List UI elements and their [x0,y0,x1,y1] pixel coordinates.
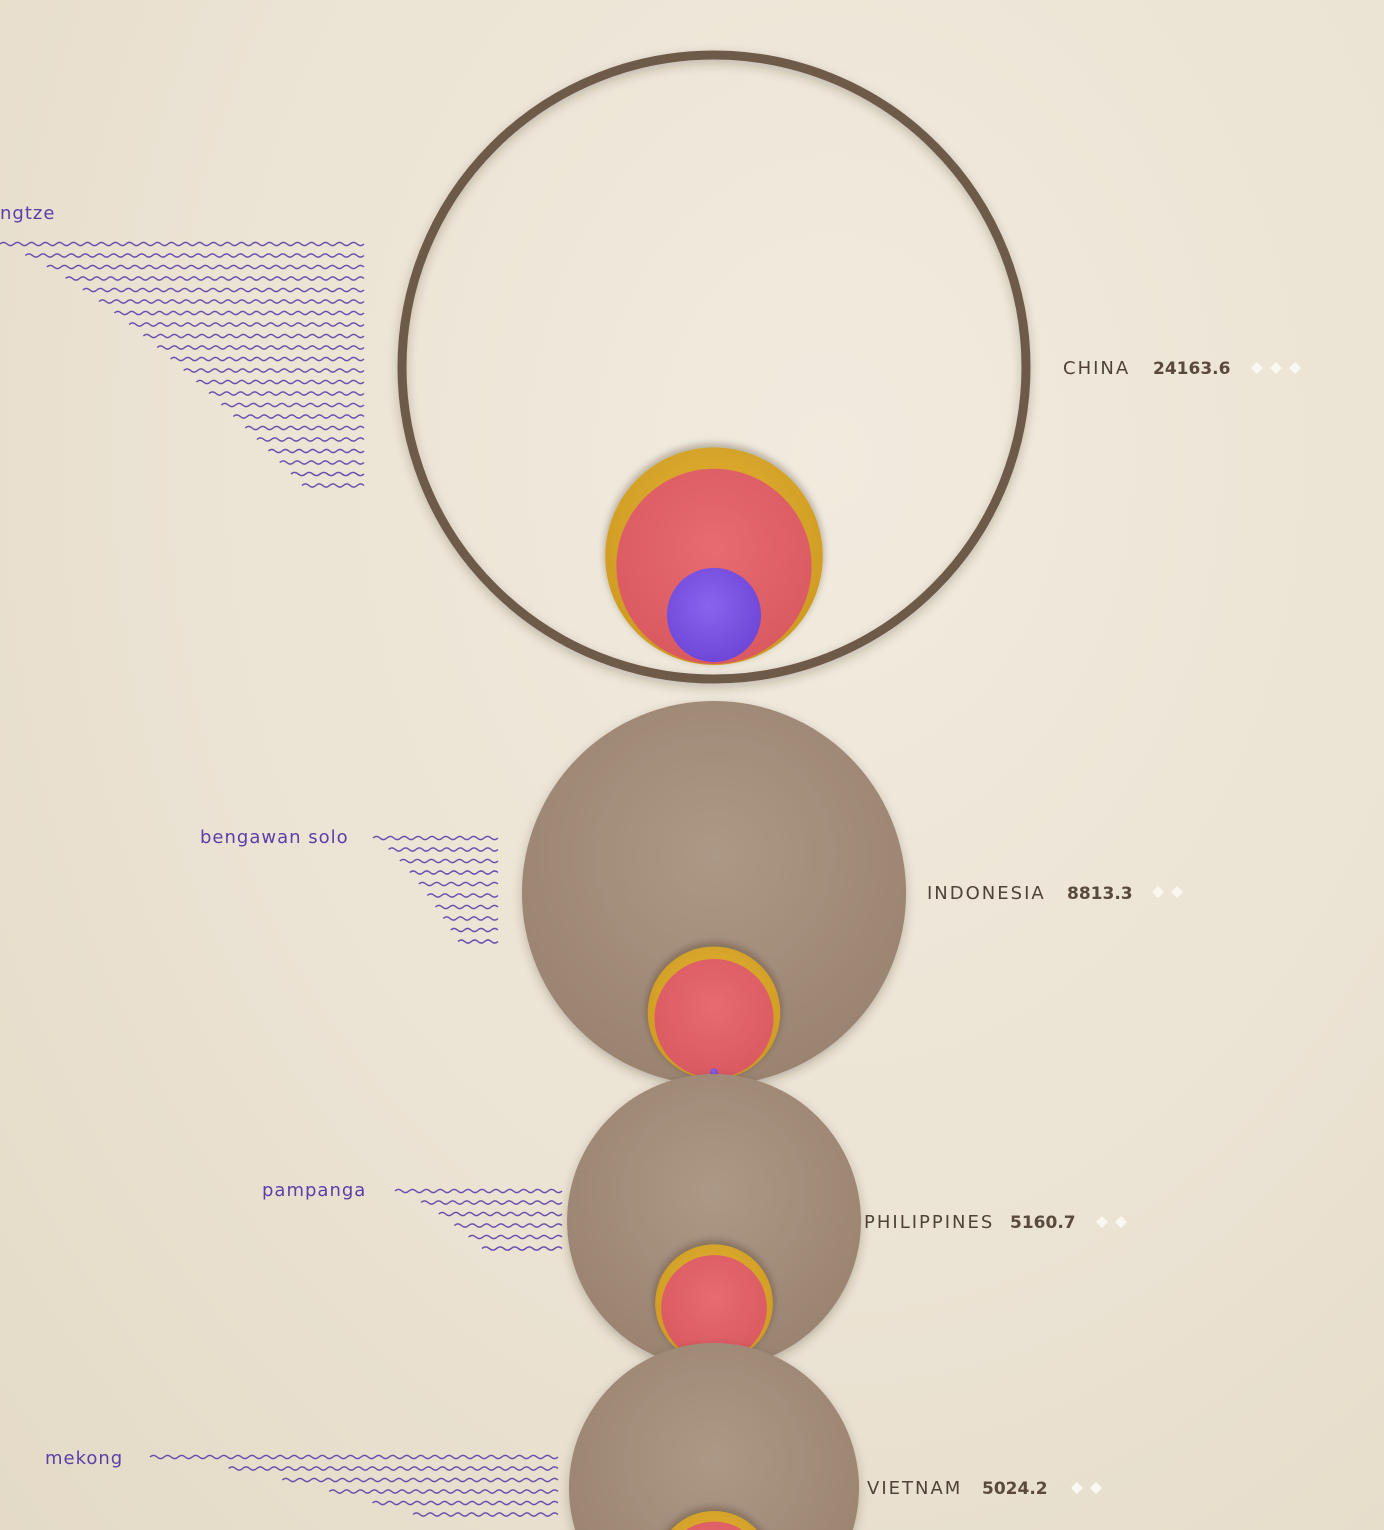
red-circle-china [616,468,812,664]
river-wave-line [170,356,365,362]
river-waves-vietnam [149,1454,559,1517]
river-wave-line [128,322,365,327]
diamond-marker [1289,362,1301,374]
river-wave-line [426,893,499,898]
river-wave-line [149,1454,559,1460]
outer-circle-indonesia [521,700,907,1086]
river-wave-line [371,1500,559,1506]
river-label-bengawan-solo: bengawan solo [200,827,349,848]
river-wave-line [457,939,499,944]
river-wave-line [388,847,499,852]
red-circle-philippines [661,1255,767,1361]
country-label-vietnam: VIETNAM [867,1478,962,1499]
bubble-group-philippines [567,1074,861,1368]
river-wave-line [418,881,499,887]
country-label-indonesia: INDONESIA [927,883,1046,904]
river-wave-line [372,835,499,841]
river-wave-line [442,916,499,921]
value-label-vietnam: 5024.2 [982,1479,1048,1499]
red-circle-vietnam [685,1521,743,1530]
river-wave-line [256,437,365,442]
value-label-indonesia: 8813.3 [1067,884,1133,904]
river-wave-line [420,1200,563,1205]
river-wave-line [438,1211,563,1217]
diamonds-indonesia [1152,886,1183,898]
purple-circle-china [666,567,762,662]
value-label-china: 24163.6 [1153,359,1230,379]
bubble-group-china [397,50,1031,684]
river-wave-line [195,379,365,385]
river-waves-philippines [394,1188,563,1251]
river-wave-line [0,241,365,247]
river-wave-line [24,253,365,258]
diamonds-china [1251,362,1301,374]
river-wave-line [267,448,365,454]
river-wave-line [65,276,365,281]
diamond-marker [1071,1482,1083,1494]
river-wave-line [481,1246,563,1251]
outer-ring-china [397,50,1031,684]
river-label-yangtze: ngtze [0,203,55,224]
diamond-marker [1270,362,1282,374]
river-wave-line [453,1223,563,1228]
river-wave-line [142,333,365,339]
river-wave-line [328,1489,559,1494]
river-wave-line [156,345,365,350]
diamond-marker [1090,1482,1102,1494]
river-wave-line [468,1234,563,1240]
diamond-marker [1251,362,1263,374]
river-wave-line [434,904,499,910]
river-wave-line [301,483,365,488]
bubble-group-vietnam [569,1343,859,1530]
diamond-marker [1115,1216,1127,1228]
river-wave-line [82,287,365,293]
river-waves-indonesia [372,835,499,944]
river-label-pampanga: pampanga [262,1180,366,1201]
diamonds-vietnam [1071,1482,1102,1494]
river-wave-line [208,391,365,396]
river-wave-line [98,299,365,304]
river-wave-line [409,870,499,875]
country-label-philippines: PHILIPPINES [864,1212,994,1233]
river-wave-line [450,927,499,933]
river-wave-line [290,471,365,477]
river-wave-line [399,858,499,864]
yellow-circle-vietnam [671,1511,757,1530]
river-wave-line [281,1477,559,1483]
river-wave-line [394,1188,563,1194]
river-wave-line [412,1512,559,1517]
bubble-group-indonesia [521,700,907,1086]
river-waves-china [0,241,365,488]
diamonds-philippines [1096,1216,1127,1228]
river-wave-line [220,402,365,408]
river-label-mekong: mekong [45,1448,123,1469]
river-wave-line [232,414,365,419]
outer-circle-vietnam [569,1343,859,1530]
diamond-marker [1171,886,1183,898]
river-wave-line [228,1466,559,1471]
diamond-marker [1096,1216,1108,1228]
river-wave-line [46,264,365,270]
country-label-china: CHINA [1063,358,1130,379]
diamond-marker [1152,886,1164,898]
river-wave-line [183,368,365,373]
red-circle-indonesia [654,958,774,1079]
river-wave-line [113,310,365,316]
outer-circle-philippines [567,1074,861,1368]
river-wave-line [244,425,365,431]
river-wave-line [279,460,365,465]
value-label-philippines: 5160.7 [1010,1213,1076,1233]
